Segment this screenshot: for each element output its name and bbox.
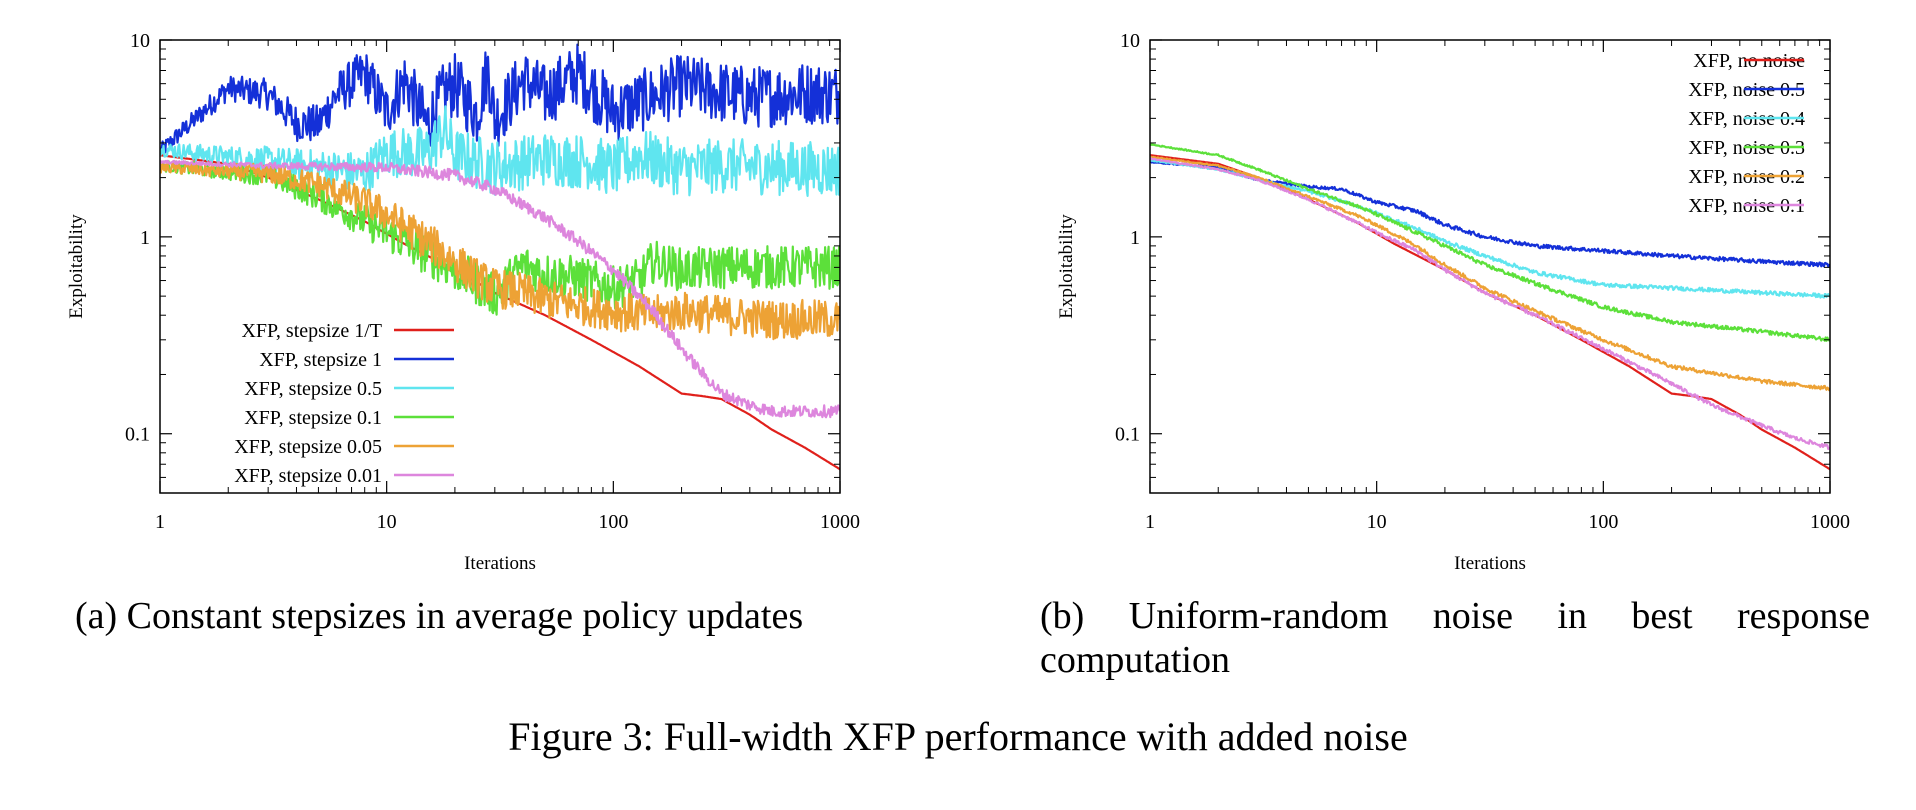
- x-tick-label: 10: [377, 511, 397, 533]
- legend-entry-label: XFP, stepsize 0.1: [244, 407, 382, 429]
- y-axis-label: Exploitability: [66, 214, 87, 319]
- series-line-1: [160, 43, 840, 156]
- series-line-4: [160, 162, 840, 341]
- y-axis-label: Exploitability: [1056, 214, 1077, 319]
- series-line-5: [1150, 157, 1830, 450]
- y-tick-label: 10: [130, 30, 150, 52]
- series-line-3: [1150, 143, 1830, 342]
- legend-entry-label: XFP, stepsize 1/T: [241, 320, 382, 342]
- x-axis-label: Iterations: [1454, 553, 1526, 574]
- x-tick-label: 100: [1588, 511, 1618, 533]
- y-tick-label: 1: [140, 227, 150, 249]
- subfigure-caption-b: (b) Uniform-random noise in best respons…: [1040, 595, 1870, 681]
- plot-frame: [1149, 39, 1831, 494]
- legend-entry-label: XFP, stepsize 0.01: [234, 465, 382, 487]
- subfigure-caption-a: (a) Constant stepsizes in average policy…: [75, 595, 804, 637]
- y-tick-label: 0.1: [125, 424, 150, 446]
- legend: XFP, stepsize 1/T XFP, stepsize 1 XFP, ste…: [234, 320, 454, 487]
- x-tick-label: 1000: [820, 511, 860, 533]
- x-tick-label: 10: [1367, 511, 1387, 533]
- series-line-4: [1150, 155, 1830, 392]
- x-tick-label: 1: [1145, 511, 1155, 533]
- chart-a: 1 10 100 1000 0.1 1 10 Iterations Exploitability…: [66, 30, 860, 574]
- series-line-5: [160, 159, 840, 419]
- y-tick-label: 10: [1120, 30, 1140, 52]
- chart-b: 1 10 100 1000 0.1 1 10 Iterations Exploitability…: [1056, 30, 1850, 574]
- x-tick-label: 1: [155, 511, 165, 533]
- figure-caption: Figure 3: Full-width XFP performance wit…: [508, 714, 1408, 759]
- y-tick-label: 0.1: [1115, 424, 1140, 446]
- y-tick-label: 1: [1130, 227, 1140, 249]
- x-tick-label: 100: [598, 511, 628, 533]
- legend-entry-label: XFP, stepsize 0.5: [244, 378, 382, 400]
- x-tick-label: 1000: [1810, 511, 1850, 533]
- legend-entry-label: XFP, stepsize 1: [259, 349, 382, 371]
- x-axis-label: Iterations: [464, 553, 536, 574]
- series-line-3: [160, 160, 840, 316]
- legend-entry-label: XFP, stepsize 0.05: [234, 436, 382, 458]
- plot-frame: [159, 39, 841, 494]
